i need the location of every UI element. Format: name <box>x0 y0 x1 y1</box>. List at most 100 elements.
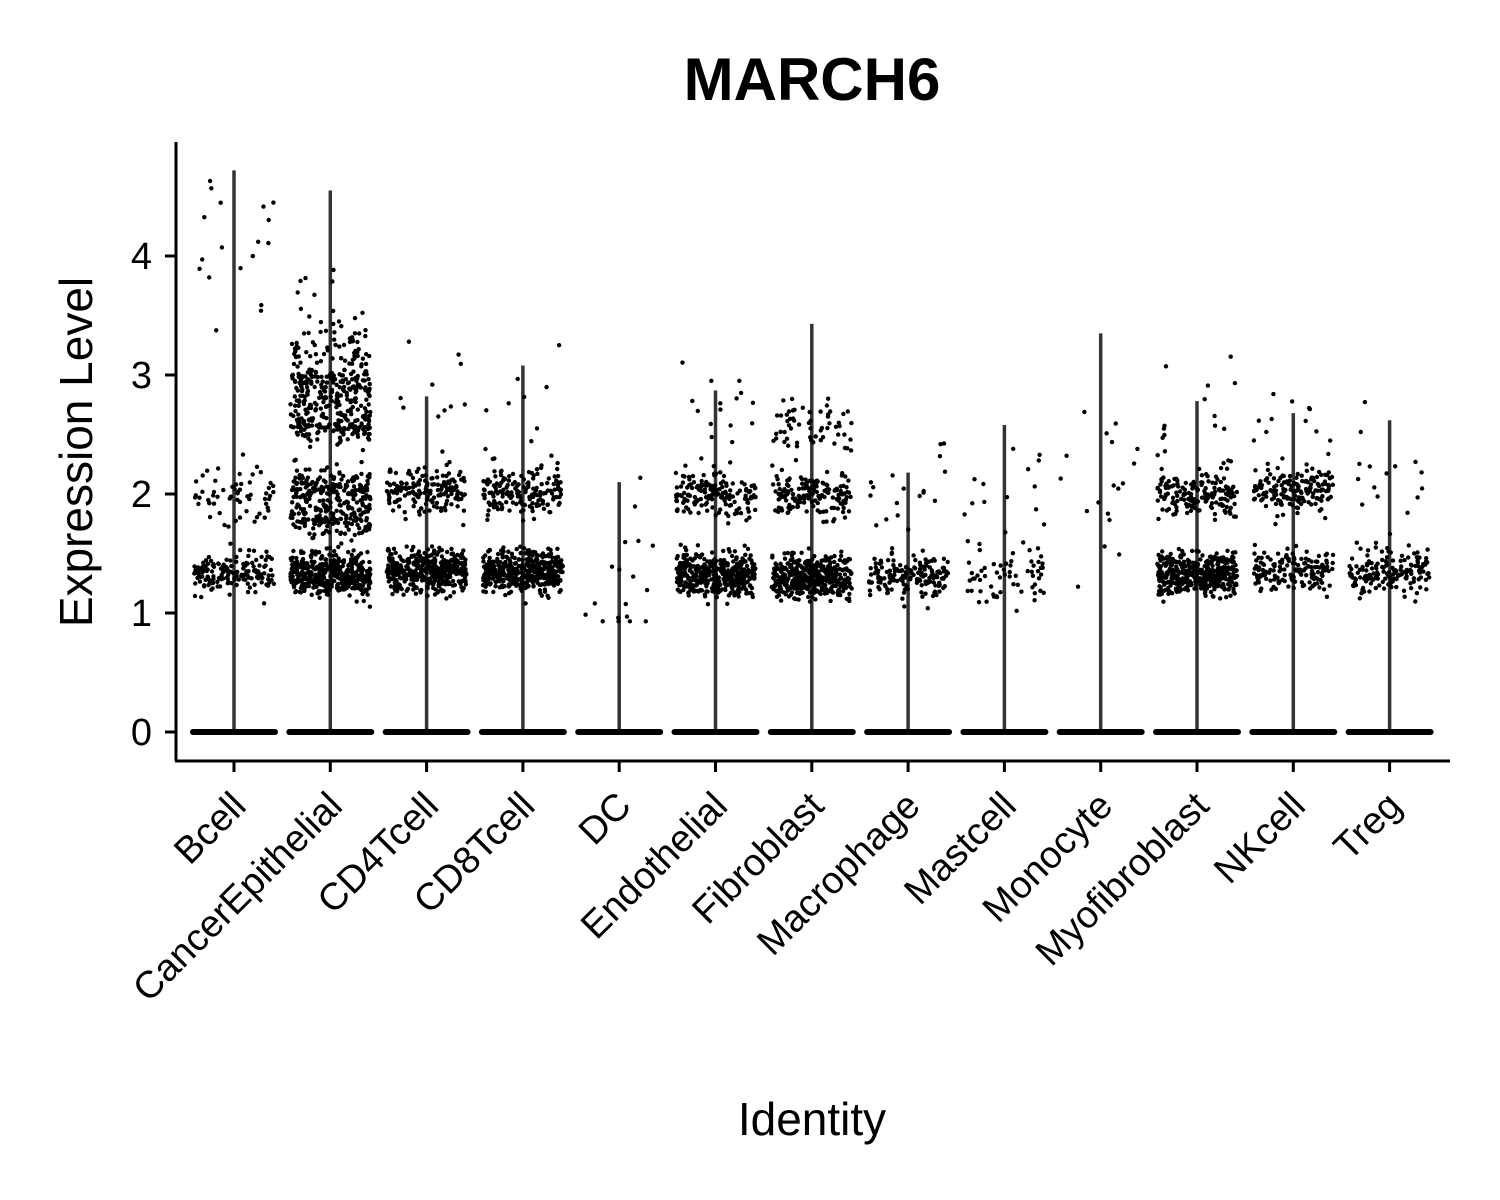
expression-point <box>721 548 726 554</box>
expression-point <box>824 567 829 572</box>
expression-point <box>1215 560 1221 565</box>
expression-point <box>444 596 449 601</box>
expression-point <box>495 551 501 557</box>
expression-point <box>704 589 709 594</box>
expression-point <box>358 498 363 503</box>
expression-point <box>357 425 362 430</box>
expression-point <box>314 580 319 585</box>
expression-point <box>315 379 320 384</box>
expression-point <box>784 412 789 417</box>
expression-point <box>311 517 316 523</box>
expression-point <box>363 333 368 339</box>
expression-point <box>531 574 536 579</box>
expression-point <box>1221 460 1226 466</box>
expression-point <box>314 480 319 485</box>
expression-point <box>529 439 534 444</box>
expression-point <box>358 403 364 408</box>
expression-point <box>824 469 830 475</box>
expression-point <box>341 342 347 348</box>
expression-point <box>1199 586 1204 591</box>
expression-point <box>428 570 433 576</box>
expression-point <box>329 398 334 404</box>
zero-expression-cluster <box>1056 729 1145 735</box>
expression-point <box>342 425 347 431</box>
expression-point <box>266 508 271 513</box>
expression-point <box>416 574 422 579</box>
expression-point <box>406 556 411 562</box>
expression-point <box>791 416 796 421</box>
expression-point <box>1189 571 1194 576</box>
expression-point <box>804 509 809 514</box>
expression-point <box>792 596 797 601</box>
expression-point <box>483 571 489 576</box>
expression-point <box>527 504 532 509</box>
expression-point <box>793 458 799 463</box>
expression-point <box>302 398 307 403</box>
expression-point <box>1326 568 1331 574</box>
expression-point <box>432 551 437 556</box>
expression-point <box>305 576 310 581</box>
expression-point <box>919 590 924 595</box>
expression-point <box>1210 577 1215 583</box>
expression-point <box>1197 508 1202 513</box>
expression-point <box>785 550 790 556</box>
expression-point <box>340 511 345 516</box>
expression-point <box>905 586 910 592</box>
expression-point <box>825 425 830 431</box>
expression-point <box>411 587 416 592</box>
expression-point <box>1120 481 1126 486</box>
expression-point <box>505 489 510 495</box>
expression-point <box>219 245 225 250</box>
expression-point <box>1324 594 1330 599</box>
expression-point <box>493 584 498 589</box>
expression-point <box>295 290 300 295</box>
expression-point <box>1180 576 1185 581</box>
expression-point <box>1176 559 1182 564</box>
expression-point <box>508 495 513 501</box>
expression-point <box>541 575 547 581</box>
expression-point <box>353 570 359 575</box>
expression-point <box>835 581 840 586</box>
expression-point <box>481 583 486 588</box>
expression-point <box>874 523 879 528</box>
expression-point <box>1205 576 1210 582</box>
expression-point <box>313 408 318 413</box>
expression-point <box>1208 589 1214 595</box>
expression-point <box>786 409 792 414</box>
expression-point <box>889 587 894 592</box>
expression-point <box>224 557 229 562</box>
expression-point <box>1321 568 1326 573</box>
expression-point <box>335 423 340 428</box>
expression-point <box>1330 552 1336 558</box>
expression-point <box>365 549 370 555</box>
expression-point <box>337 502 342 508</box>
expression-point <box>325 498 330 503</box>
expression-point <box>396 504 402 509</box>
expression-point <box>806 546 811 551</box>
expression-point <box>1168 562 1173 567</box>
expression-point <box>1202 488 1207 494</box>
expression-point <box>363 361 369 367</box>
expression-point <box>318 359 324 364</box>
expression-point <box>355 431 360 437</box>
expression-point <box>259 580 264 585</box>
expression-point <box>941 556 947 561</box>
expression-point <box>436 549 441 555</box>
expression-point <box>742 567 747 572</box>
expression-point <box>406 468 412 474</box>
expression-point <box>525 571 530 577</box>
expression-point <box>418 567 424 572</box>
expression-point <box>1157 578 1162 584</box>
expression-point <box>699 588 705 593</box>
expression-point <box>1186 490 1192 496</box>
expression-point <box>227 496 232 501</box>
expression-point <box>644 587 650 593</box>
expression-point <box>782 429 787 435</box>
expression-point <box>319 554 325 559</box>
expression-point <box>828 598 833 604</box>
expression-point <box>461 555 466 560</box>
expression-point <box>221 487 226 493</box>
expression-point <box>535 557 540 562</box>
expression-point <box>849 420 854 426</box>
expression-point <box>1310 494 1315 499</box>
